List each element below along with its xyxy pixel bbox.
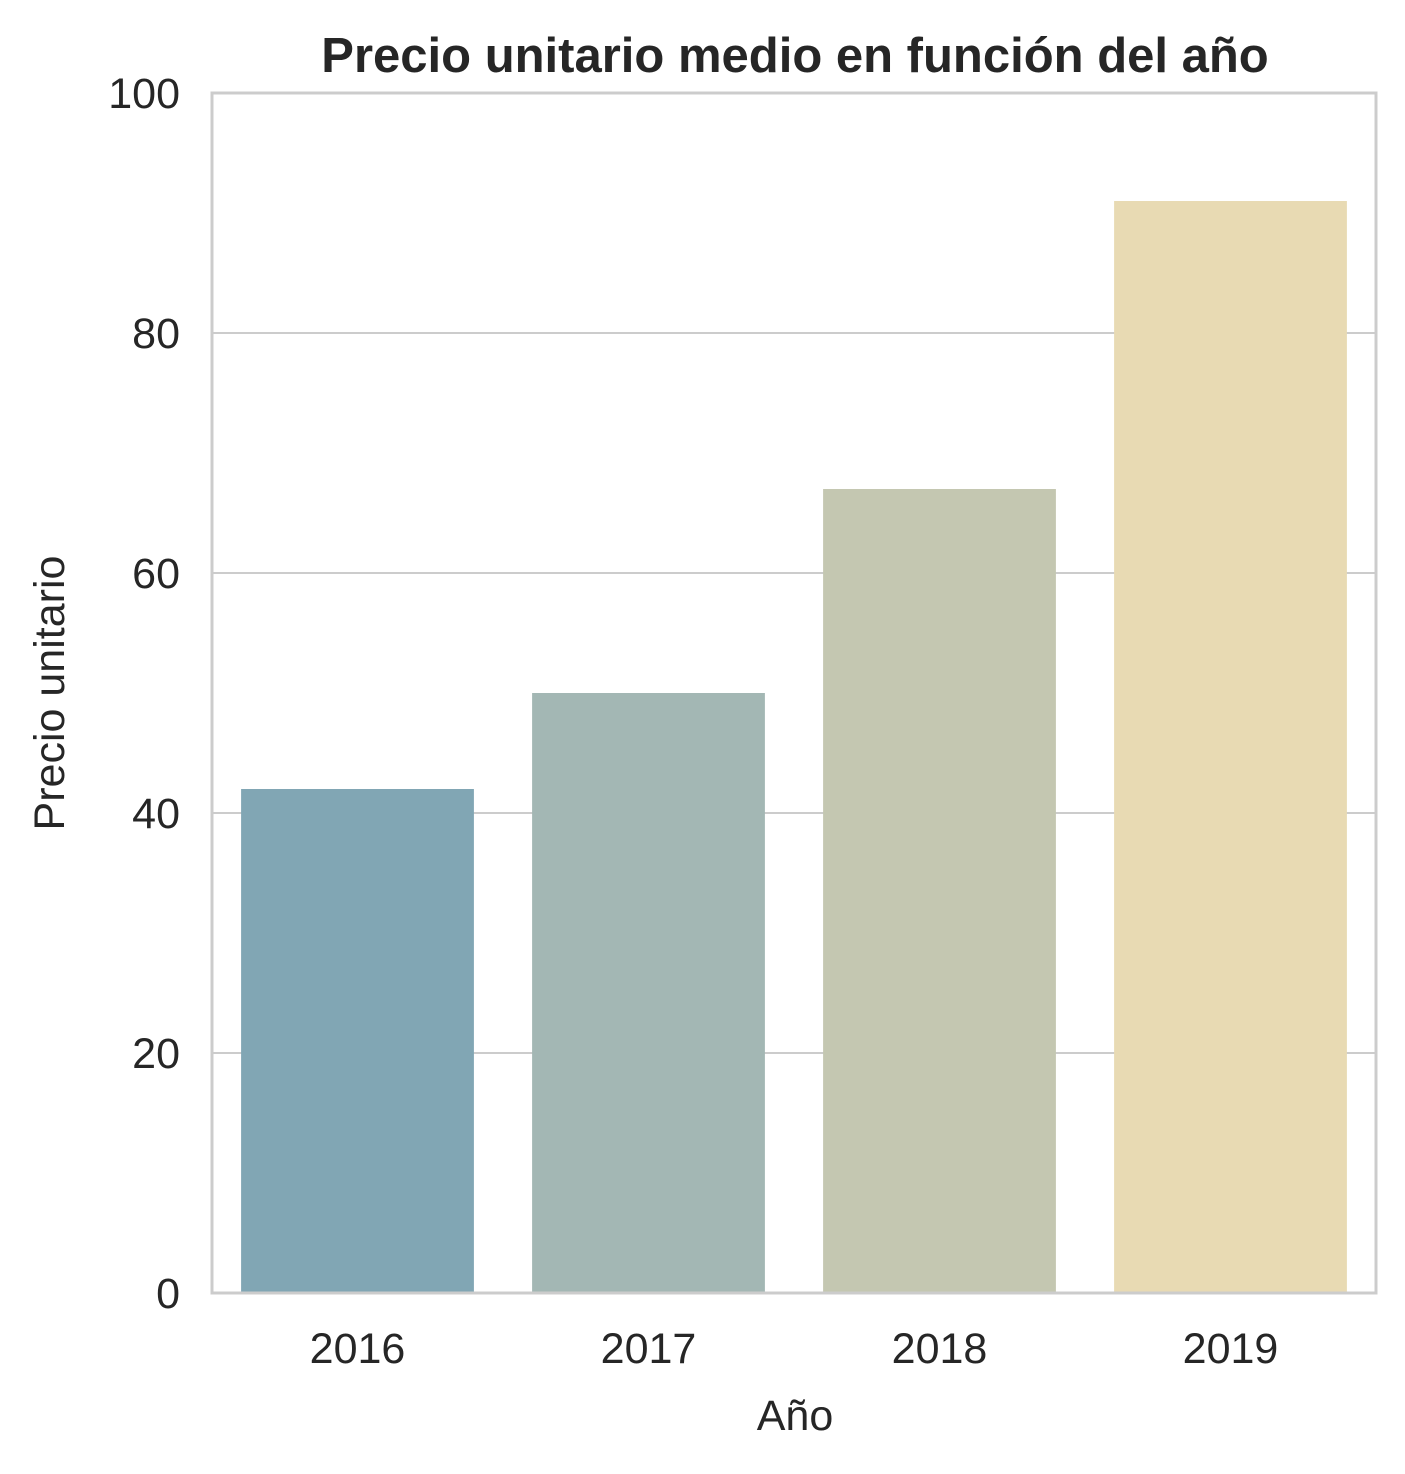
x-tick-label: 2019 (1183, 1325, 1279, 1373)
y-axis-label: Precio unitario (26, 556, 74, 831)
plot-frame (210, 91, 1378, 1295)
y-tick-label: 20 (132, 1030, 180, 1078)
x-axis-label: Año (757, 1392, 834, 1440)
bar-2019 (1114, 201, 1347, 1293)
y-tick-label: 40 (132, 790, 180, 838)
x-tick-label: 2016 (310, 1325, 406, 1373)
y-tick-labels: 0 20 40 60 80 100 (108, 70, 180, 1318)
x-tick-label: 2018 (892, 1325, 988, 1373)
y-tick-label: 60 (132, 550, 180, 598)
y-tick-label: 0 (156, 1270, 180, 1318)
bar-2017 (532, 693, 765, 1293)
bar-2016 (241, 789, 474, 1293)
y-tick-label: 100 (108, 70, 180, 118)
x-tick-labels: 2016 2017 2018 2019 (310, 1325, 1279, 1373)
bar-layer (241, 201, 1347, 1293)
chart-title: Precio unitario medio en función del año (321, 29, 1268, 83)
x-tick-label: 2017 (601, 1325, 697, 1373)
y-tick-label: 80 (132, 310, 180, 358)
bar-2018 (823, 489, 1056, 1293)
